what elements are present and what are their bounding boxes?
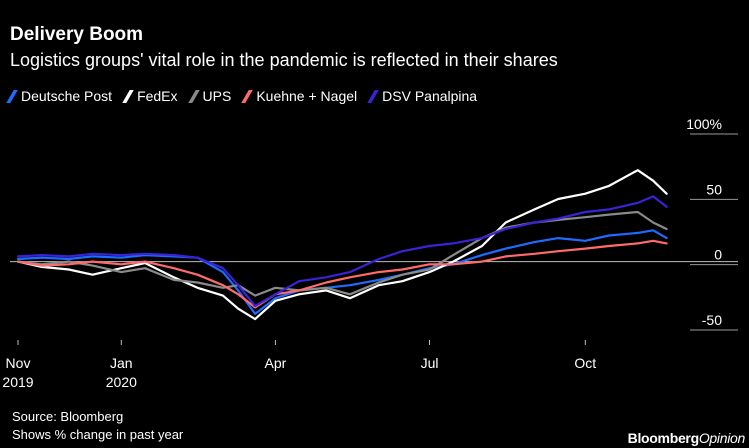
source-note: Shows % change in past year	[12, 427, 184, 442]
y-tick-label: 100%	[686, 116, 722, 132]
x-tick-label: 2020	[106, 374, 137, 390]
x-tick-label: Jan	[110, 355, 133, 371]
bloomberg-opinion-logo: BloombergOpinion	[627, 430, 746, 446]
legend-item: FedEx	[122, 88, 178, 104]
series-line-dsv-panalpina	[16, 195, 668, 308]
chart-source: Source: Bloomberg Shows % change in past…	[12, 408, 183, 444]
chart-subtitle: Logistics groups' vital role in the pand…	[10, 50, 558, 70]
source-text: Source: Bloomberg	[12, 409, 124, 424]
legend-label: Deutsche Post	[21, 88, 113, 104]
series-line-ups	[16, 210, 668, 297]
series-line-kuehne-nagel	[16, 239, 668, 309]
x-tick-label: Nov	[6, 355, 31, 371]
series-line-fedex	[16, 169, 668, 321]
y-tick-label: 50	[706, 181, 722, 197]
series-line-deutsche-post	[16, 229, 668, 315]
chart-title: Delivery Boom	[10, 24, 144, 45]
y-tick-label: -50	[702, 312, 722, 328]
x-tick-label: Oct	[574, 355, 596, 371]
legend-label: DSV Panalpina	[382, 88, 478, 104]
legend-item: Kuehne + Nagel	[241, 88, 358, 104]
x-tick-label: 2019	[2, 374, 33, 390]
legend-item: Deutsche Post	[6, 88, 113, 104]
chart-legend: Deutsche Post FedEx UPS Kuehne + Nagel DSV P…	[6, 88, 478, 104]
legend-label: Kuehne + Nagel	[256, 88, 358, 104]
x-tick-label: Apr	[265, 355, 287, 371]
legend-label: FedEx	[137, 88, 178, 104]
legend-item: UPS	[187, 88, 232, 104]
legend-label: UPS	[202, 88, 232, 104]
legend-item: DSV Panalpina	[367, 88, 478, 104]
brand-opinion: Opinion	[698, 430, 745, 446]
x-tick-label: Jul	[421, 355, 439, 371]
brand-bloomberg: Bloomberg	[627, 430, 700, 446]
y-tick-label: 0	[714, 247, 722, 263]
